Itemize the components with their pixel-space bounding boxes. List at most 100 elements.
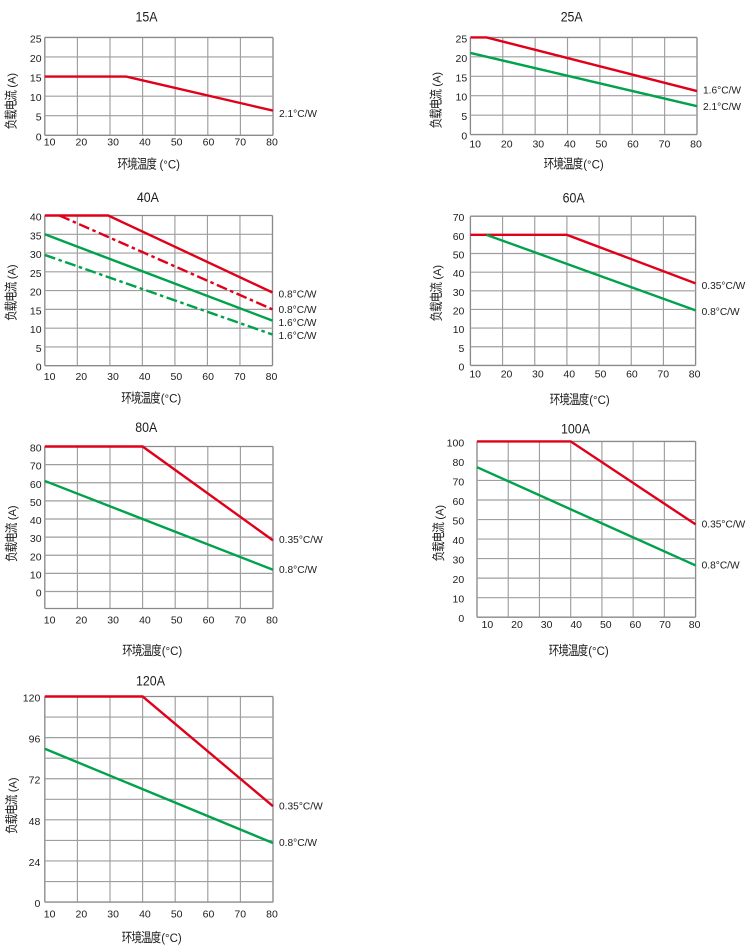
svg-text:0.8°C/W: 0.8°C/W <box>702 561 740 572</box>
svg-text:0: 0 <box>459 361 465 373</box>
svg-text:40: 40 <box>139 614 151 626</box>
svg-text:15: 15 <box>456 72 468 84</box>
svg-text:0.35°C/W: 0.35°C/W <box>702 520 746 531</box>
svg-text:10: 10 <box>469 369 481 381</box>
svg-text:0: 0 <box>36 362 42 374</box>
svg-text:2.1°C/W: 2.1°C/W <box>703 102 741 113</box>
svg-text:25A: 25A <box>561 9 584 24</box>
svg-text:20: 20 <box>30 287 42 299</box>
svg-text:40: 40 <box>564 138 576 150</box>
svg-text:20: 20 <box>456 53 468 65</box>
svg-text:0.8°C/W: 0.8°C/W <box>279 565 317 576</box>
svg-text:100: 100 <box>447 437 465 449</box>
svg-text:0: 0 <box>36 131 42 143</box>
svg-text:80: 80 <box>266 136 278 148</box>
svg-text:70: 70 <box>453 212 465 224</box>
svg-text:(A): (A) <box>432 265 444 280</box>
svg-text:80: 80 <box>689 619 701 631</box>
svg-text:0.8°C/W: 0.8°C/W <box>279 305 317 316</box>
svg-text:10: 10 <box>30 92 42 104</box>
svg-text:70: 70 <box>659 138 671 150</box>
svg-text:60: 60 <box>630 619 642 631</box>
svg-text:20: 20 <box>76 136 88 148</box>
svg-text:120: 120 <box>23 693 41 705</box>
svg-text:80: 80 <box>266 909 278 921</box>
svg-text:15A: 15A <box>136 10 159 25</box>
svg-text:(°C): (°C) <box>159 160 180 172</box>
svg-text:50: 50 <box>600 619 612 631</box>
svg-text:60: 60 <box>203 136 215 148</box>
svg-text:70: 70 <box>657 369 669 381</box>
svg-text:(°C): (°C) <box>161 394 182 406</box>
svg-text:20: 20 <box>453 305 465 317</box>
svg-text:0.35°C/W: 0.35°C/W <box>702 281 746 292</box>
svg-text:2.1°C/W: 2.1°C/W <box>279 109 317 120</box>
svg-text:10: 10 <box>469 138 481 150</box>
svg-text:70: 70 <box>234 614 246 626</box>
svg-text:40: 40 <box>139 371 151 383</box>
svg-text:(°C): (°C) <box>161 933 182 945</box>
svg-text:(°C): (°C) <box>162 646 183 658</box>
svg-text:96: 96 <box>29 734 41 746</box>
svg-text:30: 30 <box>30 533 42 545</box>
svg-text:50: 50 <box>453 250 465 262</box>
svg-text:0.8°C/W: 0.8°C/W <box>279 838 317 849</box>
svg-text:25: 25 <box>456 33 468 45</box>
svg-text:40: 40 <box>30 515 42 527</box>
svg-text:30: 30 <box>107 909 119 921</box>
svg-text:0.35°C/W: 0.35°C/W <box>279 535 323 546</box>
svg-text:30: 30 <box>453 287 465 299</box>
svg-text:60A: 60A <box>563 190 586 205</box>
svg-text:30: 30 <box>107 136 119 148</box>
svg-text:5: 5 <box>36 112 42 124</box>
svg-text:1.6°C/W: 1.6°C/W <box>279 331 317 342</box>
svg-text:20: 20 <box>511 619 523 631</box>
svg-text:70: 70 <box>453 476 465 488</box>
svg-text:60: 60 <box>203 909 215 921</box>
svg-text:1.6°C/W: 1.6°C/W <box>703 86 741 97</box>
svg-text:(A): (A) <box>7 777 19 792</box>
svg-text:60: 60 <box>203 614 215 626</box>
svg-text:10: 10 <box>44 614 56 626</box>
svg-text:20: 20 <box>76 909 88 921</box>
svg-text:(°C): (°C) <box>589 395 610 407</box>
svg-text:10: 10 <box>44 909 56 921</box>
svg-text:72: 72 <box>29 775 41 787</box>
svg-text:5: 5 <box>36 343 42 355</box>
svg-text:80: 80 <box>266 614 278 626</box>
svg-text:25: 25 <box>30 33 42 45</box>
svg-text:30: 30 <box>541 619 553 631</box>
svg-text:40: 40 <box>30 212 42 224</box>
svg-text:0: 0 <box>36 588 42 600</box>
svg-text:(°C): (°C) <box>583 160 604 172</box>
svg-text:50: 50 <box>595 369 607 381</box>
svg-text:50: 50 <box>30 497 42 509</box>
svg-text:25: 25 <box>30 268 42 280</box>
svg-text:40: 40 <box>570 619 582 631</box>
svg-text:50: 50 <box>596 138 608 150</box>
svg-text:70: 70 <box>30 461 42 473</box>
svg-text:0: 0 <box>458 613 464 625</box>
svg-text:(A): (A) <box>7 505 19 520</box>
svg-text:20: 20 <box>75 371 87 383</box>
svg-text:40: 40 <box>139 909 151 921</box>
svg-text:48: 48 <box>29 816 41 828</box>
svg-text:60: 60 <box>453 496 465 508</box>
svg-text:(°C): (°C) <box>588 646 609 658</box>
svg-text:0.8°C/W: 0.8°C/W <box>279 290 317 301</box>
svg-text:60: 60 <box>627 138 639 150</box>
svg-text:20: 20 <box>76 614 88 626</box>
svg-text:(A): (A) <box>7 264 19 279</box>
svg-text:30: 30 <box>107 614 119 626</box>
svg-text:10: 10 <box>456 92 468 104</box>
svg-text:80: 80 <box>453 457 465 469</box>
svg-text:0: 0 <box>461 131 467 143</box>
svg-text:(A): (A) <box>432 72 444 87</box>
svg-text:70: 70 <box>234 371 246 383</box>
svg-text:15: 15 <box>30 73 42 85</box>
svg-text:40: 40 <box>563 369 575 381</box>
svg-text:80: 80 <box>30 443 42 455</box>
svg-text:80A: 80A <box>135 420 158 435</box>
svg-text:0.8°C/W: 0.8°C/W <box>702 307 740 318</box>
svg-text:60: 60 <box>626 369 638 381</box>
